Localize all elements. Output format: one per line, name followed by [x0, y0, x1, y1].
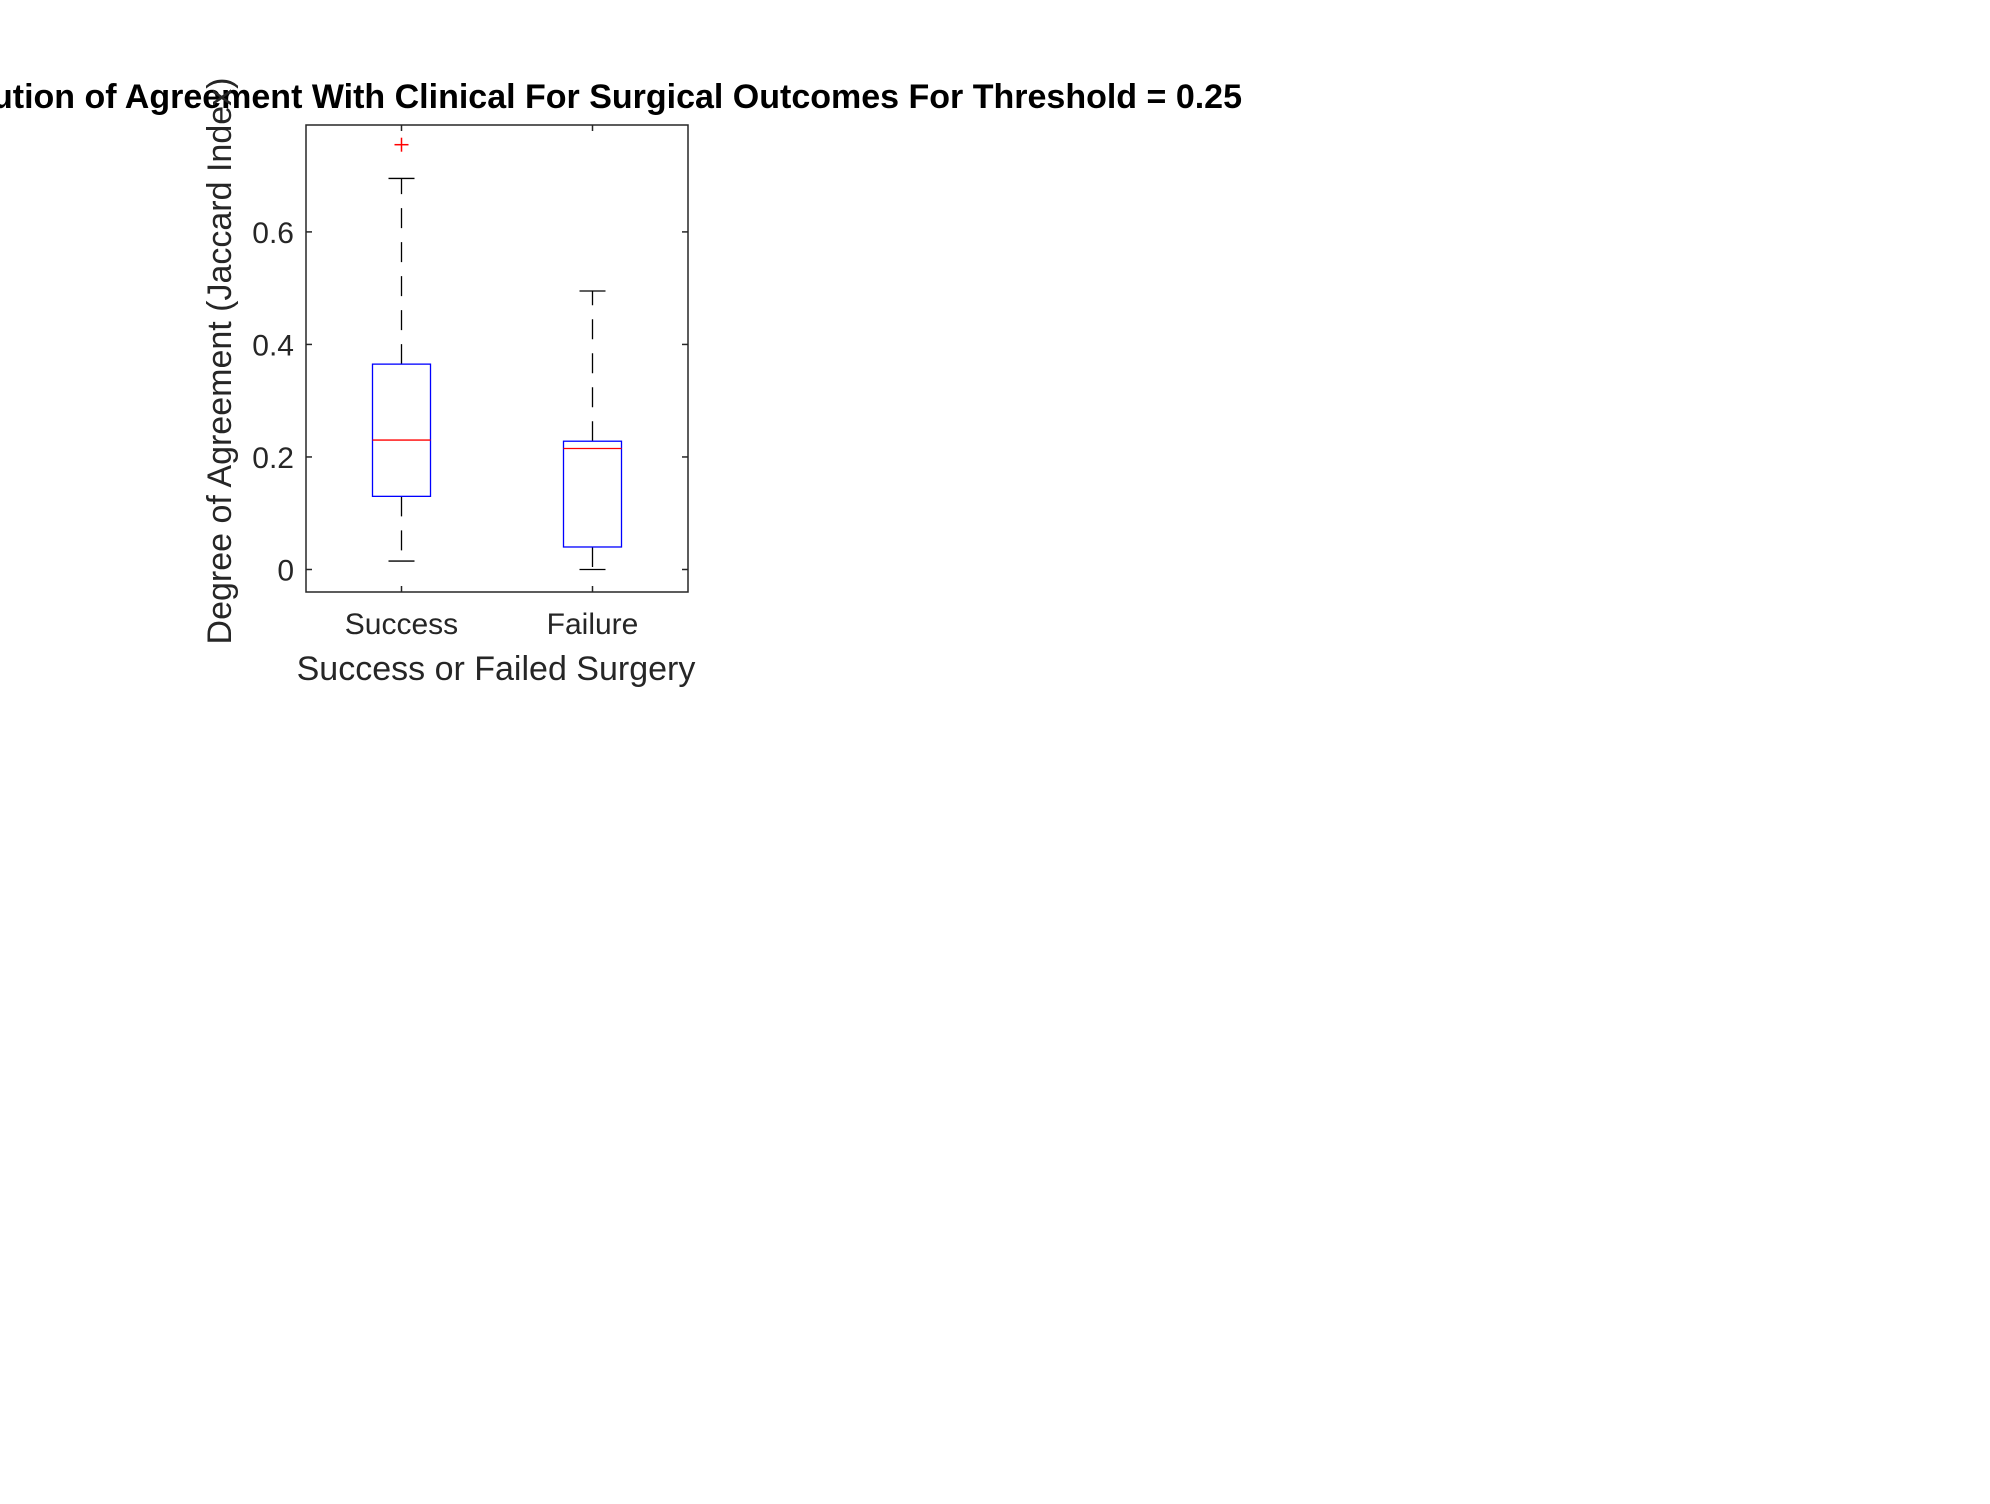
box-group-failure	[562, 290, 623, 571]
y-tick-label: 0.4	[252, 329, 294, 362]
axes-frame	[305, 124, 689, 593]
x-tick-label: Success	[345, 608, 458, 641]
outlier-marker	[394, 137, 409, 152]
x-tick-label: Failure	[547, 608, 639, 641]
chart-title: ution of Agreement With Clinical For Sur…	[0, 78, 1242, 116]
y-axis-label: Degree of Agreement (Jaccard Index)	[201, 78, 239, 645]
interquartile-box	[562, 440, 623, 548]
x-axis-label: Success or Failed Surgery	[297, 650, 696, 688]
y-tick-label: 0.6	[252, 217, 294, 250]
axes: 0 0.2 0.4 0.6 Success Failure	[252, 124, 689, 641]
interquartile-box	[371, 363, 432, 497]
plot-area	[371, 137, 623, 571]
y-tick-label: 0	[277, 554, 294, 587]
box-group-success	[371, 137, 432, 562]
y-tick-label: 0.2	[252, 442, 294, 475]
